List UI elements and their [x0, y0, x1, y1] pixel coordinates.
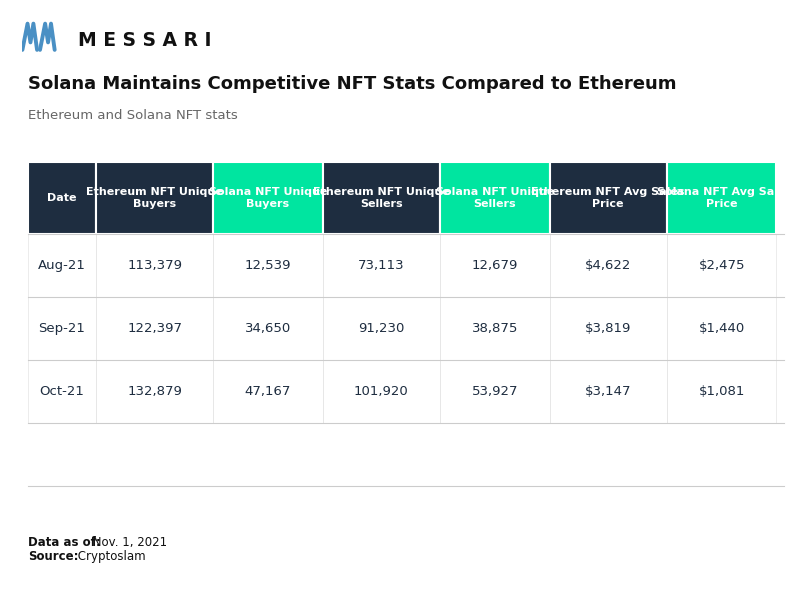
Text: Solana Maintains Competitive NFT Stats Compared to Ethereum: Solana Maintains Competitive NFT Stats C… — [28, 75, 677, 93]
Text: 53,927: 53,927 — [471, 385, 518, 398]
Text: M E S S A R I: M E S S A R I — [78, 31, 212, 50]
Text: Ethereum NFT Unique
Sellers: Ethereum NFT Unique Sellers — [313, 187, 450, 209]
Text: Sep-21: Sep-21 — [38, 322, 86, 335]
Text: 101,920: 101,920 — [354, 385, 409, 398]
Text: Solana NFT Unique
Sellers: Solana NFT Unique Sellers — [436, 187, 554, 209]
Text: $2,475: $2,475 — [698, 259, 745, 272]
Text: 113,379: 113,379 — [127, 259, 182, 272]
Text: Solana NFT Unique
Buyers: Solana NFT Unique Buyers — [209, 187, 327, 209]
Text: 34,650: 34,650 — [245, 322, 291, 335]
Text: 38,875: 38,875 — [472, 322, 518, 335]
Text: $1,440: $1,440 — [698, 322, 745, 335]
Text: 47,167: 47,167 — [245, 385, 291, 398]
Text: Solana NFT Avg Sale
Price: Solana NFT Avg Sale Price — [658, 187, 786, 209]
Text: Ethereum NFT Avg Sales
Price: Ethereum NFT Avg Sales Price — [531, 187, 685, 209]
Text: Date: Date — [47, 193, 77, 203]
Text: Ethereum NFT Unique
Buyers: Ethereum NFT Unique Buyers — [86, 187, 223, 209]
Text: Nov. 1, 2021: Nov. 1, 2021 — [89, 536, 167, 549]
Text: 91,230: 91,230 — [358, 322, 405, 335]
Text: Aug-21: Aug-21 — [38, 259, 86, 272]
Text: $4,622: $4,622 — [585, 259, 631, 272]
Text: $3,819: $3,819 — [585, 322, 631, 335]
Text: Cryptoslam: Cryptoslam — [74, 550, 146, 563]
Text: $3,147: $3,147 — [585, 385, 631, 398]
Text: 132,879: 132,879 — [127, 385, 182, 398]
Text: Source:: Source: — [28, 550, 78, 563]
Text: Ethereum and Solana NFT stats: Ethereum and Solana NFT stats — [28, 109, 238, 122]
Text: 12,679: 12,679 — [472, 259, 518, 272]
Text: 12,539: 12,539 — [245, 259, 291, 272]
Text: 122,397: 122,397 — [127, 322, 182, 335]
Text: $1,081: $1,081 — [698, 385, 745, 398]
Text: Oct-21: Oct-21 — [39, 385, 85, 398]
Text: Data as of:: Data as of: — [28, 536, 101, 549]
Text: 73,113: 73,113 — [358, 259, 405, 272]
